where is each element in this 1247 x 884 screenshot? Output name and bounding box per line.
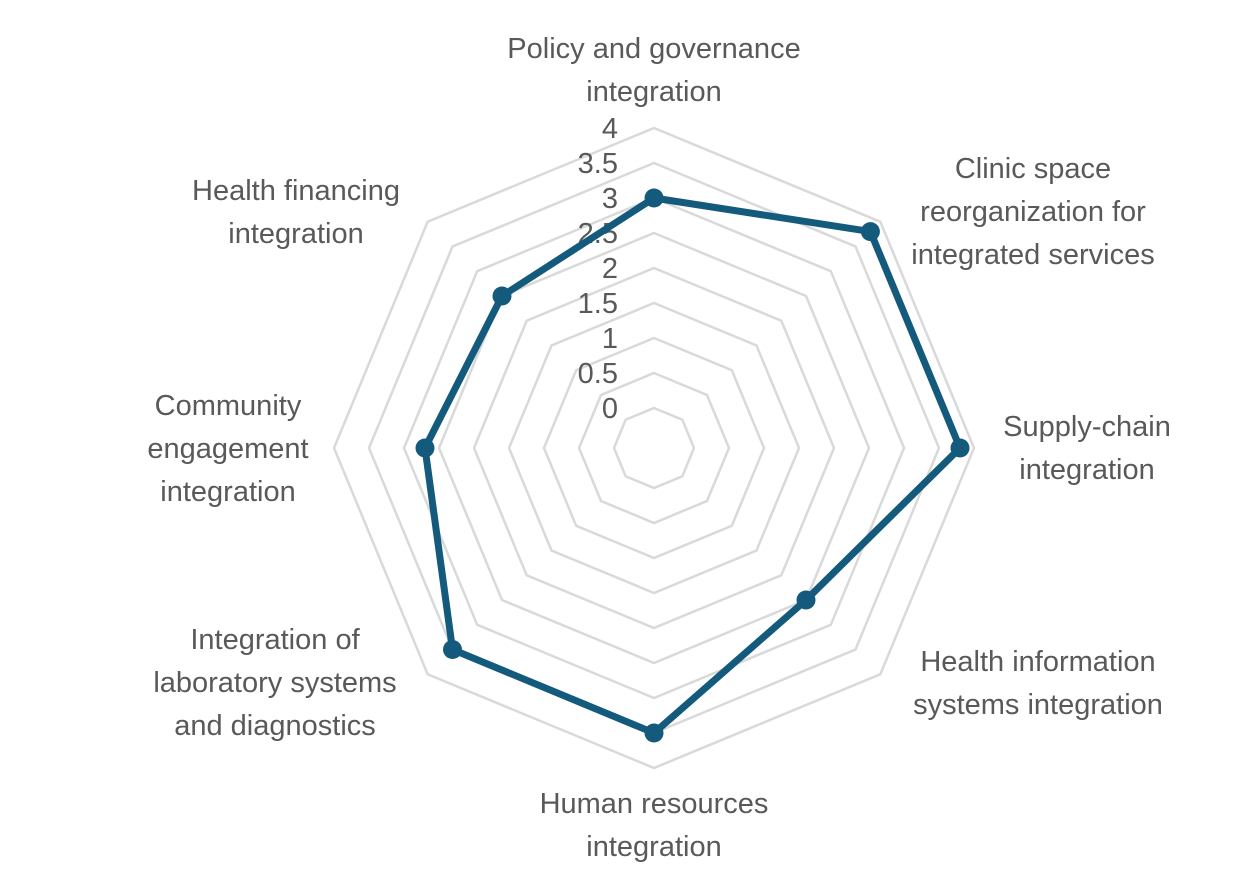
data-point[interactable] [950,438,970,458]
data-point[interactable] [492,286,512,306]
category-label: Integration of laboratory systems and diag… [153,624,396,742]
grid-ring-5 [437,231,871,665]
tick-label: 3 [602,183,618,215]
grid-ring-0 [612,406,696,490]
category-label: Supply-chain integration [1003,411,1171,486]
grid-ring-4 [472,266,836,630]
grid-rings [332,126,976,770]
grid-ring-8 [332,126,976,770]
series-line [421,194,964,737]
tick-label: 1 [602,323,618,355]
series-layer [415,188,970,743]
grid-ring-3 [507,301,801,595]
grid-ring-2 [542,336,766,560]
tick-label: 1.5 [578,288,618,320]
tick-label: 3.5 [578,148,618,180]
data-point[interactable] [860,222,880,242]
tick-label: 0 [602,393,618,425]
category-label: Health financing integration [192,175,400,250]
category-label: Policy and governance integration [507,33,800,108]
data-point[interactable] [443,640,462,659]
tick-label: 4 [602,113,618,145]
grid-ring-1 [577,371,731,525]
data-point[interactable] [796,590,816,610]
category-labels: Policy and governance integration Clinic s… [147,33,1170,863]
grid-ring-6 [402,196,906,700]
data-point[interactable] [644,188,664,208]
tick-label: 2 [602,253,618,285]
category-label: Community engagement integration [147,390,308,508]
data-point[interactable] [644,723,664,743]
tick-label: 0.5 [578,358,618,390]
category-label: Clinic space reorganization for integrated… [911,153,1154,271]
category-label: Human resources integration [540,788,769,863]
category-label: Health information systems integration [913,646,1163,721]
radial-tick-labels: 00.511.522.533.54 [578,113,618,425]
data-point[interactable] [415,438,435,458]
